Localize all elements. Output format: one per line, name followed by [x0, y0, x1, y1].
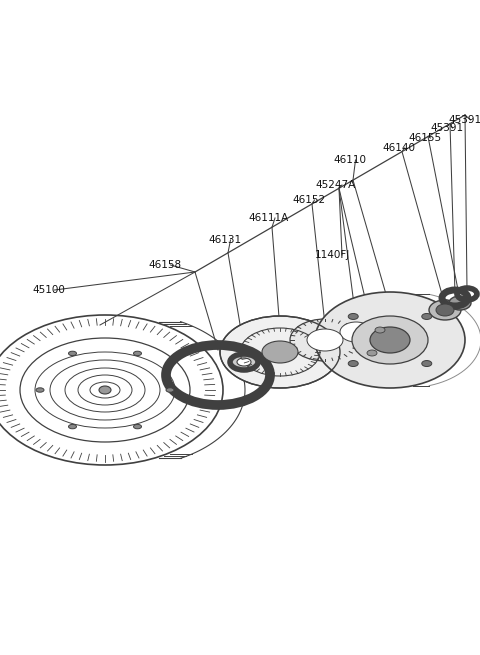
Text: 45391: 45391	[448, 115, 480, 125]
Text: 46152: 46152	[292, 195, 325, 205]
Ellipse shape	[367, 350, 377, 356]
Ellipse shape	[166, 388, 174, 392]
Text: 46110: 46110	[333, 155, 366, 165]
Text: 46155: 46155	[408, 133, 441, 143]
Ellipse shape	[422, 314, 432, 320]
Ellipse shape	[422, 360, 432, 367]
Ellipse shape	[348, 314, 358, 320]
Ellipse shape	[262, 341, 298, 363]
Ellipse shape	[449, 296, 471, 310]
Ellipse shape	[307, 329, 343, 351]
Ellipse shape	[133, 351, 142, 356]
Ellipse shape	[69, 351, 76, 356]
Ellipse shape	[99, 386, 111, 394]
Ellipse shape	[436, 304, 454, 316]
Ellipse shape	[326, 314, 386, 350]
Ellipse shape	[69, 424, 76, 429]
Ellipse shape	[315, 292, 465, 388]
Ellipse shape	[429, 300, 461, 320]
Ellipse shape	[352, 316, 428, 364]
Text: 46131: 46131	[208, 235, 241, 245]
Ellipse shape	[348, 360, 358, 367]
Text: 46158: 46158	[148, 260, 181, 270]
Ellipse shape	[290, 319, 360, 361]
Ellipse shape	[220, 316, 340, 388]
Ellipse shape	[237, 358, 251, 366]
Ellipse shape	[375, 327, 385, 333]
Ellipse shape	[340, 322, 372, 342]
Text: 45100: 45100	[32, 285, 65, 295]
Text: 45391: 45391	[430, 123, 463, 133]
Ellipse shape	[370, 327, 410, 353]
Text: 1140FJ: 1140FJ	[315, 250, 350, 260]
Text: 46111A: 46111A	[248, 213, 288, 223]
Ellipse shape	[36, 388, 44, 392]
Text: 45247A: 45247A	[315, 180, 355, 190]
Text: 46140: 46140	[382, 143, 415, 153]
Ellipse shape	[230, 354, 258, 370]
Ellipse shape	[133, 424, 142, 429]
